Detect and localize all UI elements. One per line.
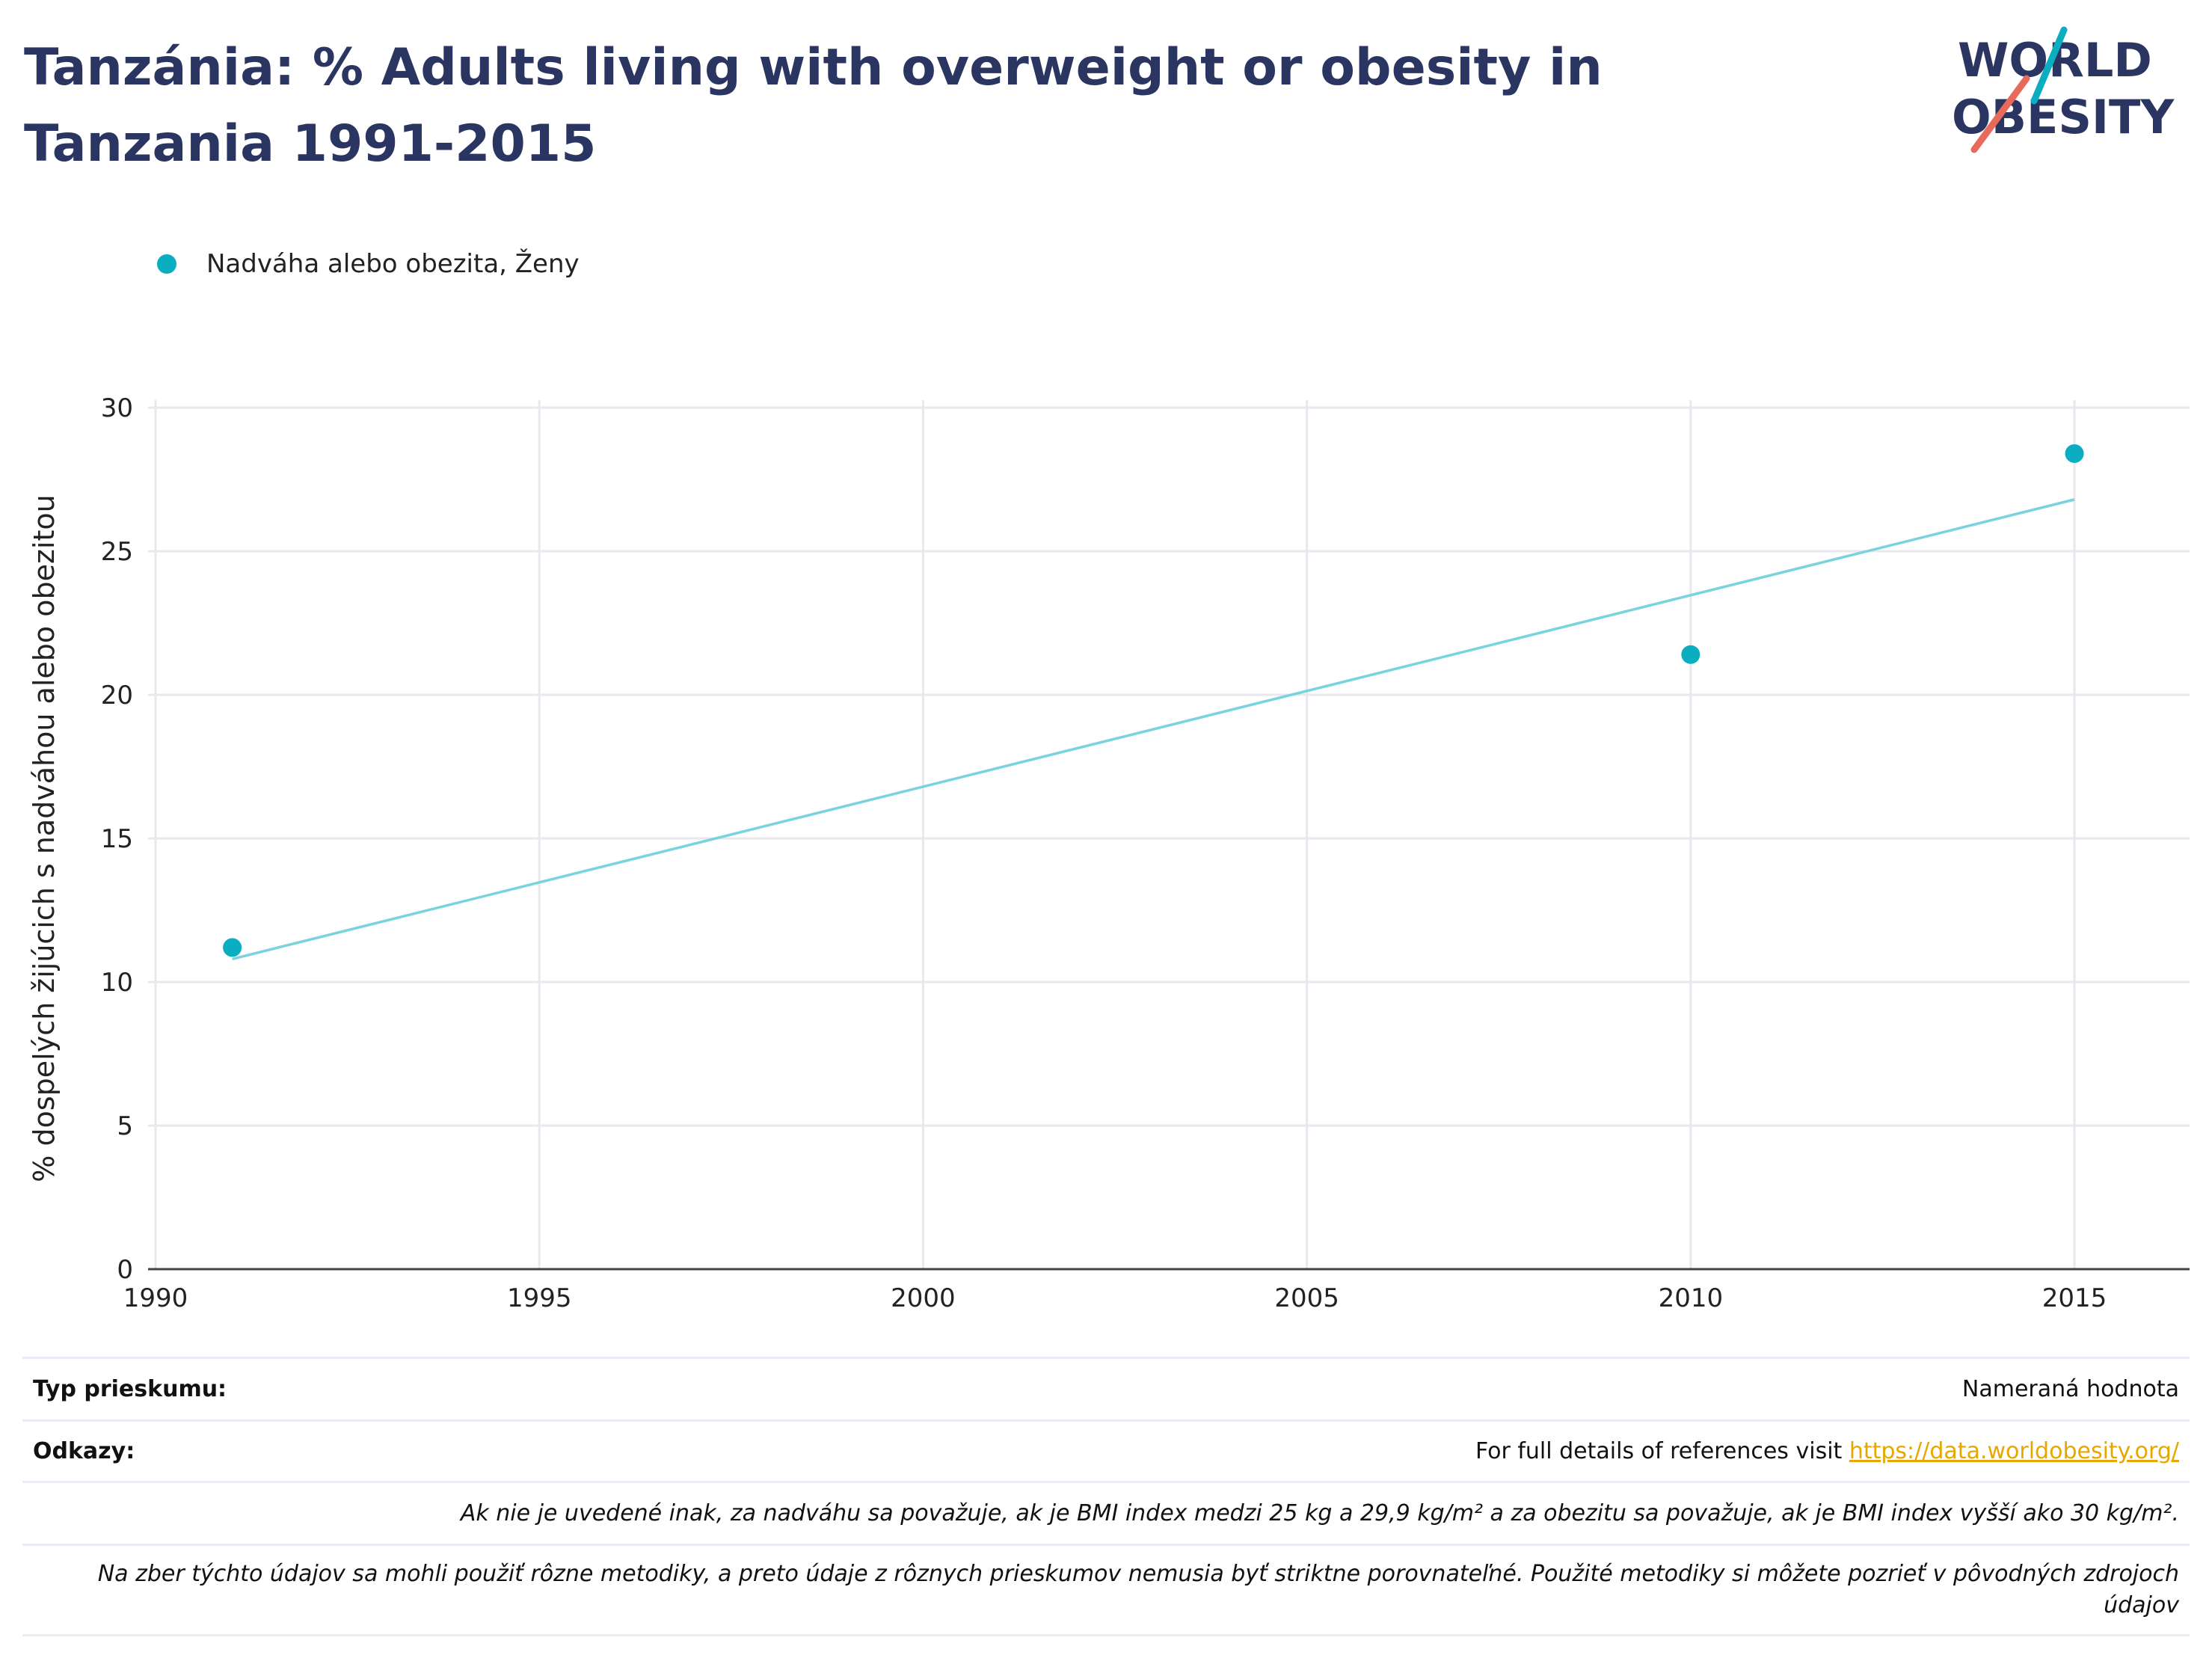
chart-legend[interactable]: Nadváha alebo obezita, Ženy bbox=[157, 245, 580, 283]
y-axis-title: % dospelých žijúcich s nadváhou alebo ob… bbox=[28, 494, 61, 1182]
logo-slash-red bbox=[1970, 75, 2030, 153]
x-tick-label: 2010 bbox=[1659, 1283, 1724, 1313]
y-tick-label: 5 bbox=[117, 1111, 133, 1141]
y-tick-label: 10 bbox=[101, 968, 133, 998]
x-tick-label: 2005 bbox=[1274, 1283, 1339, 1313]
data-point bbox=[1681, 645, 1701, 664]
survey-type-label: Typ prieskumu: bbox=[33, 1376, 227, 1402]
footer-row-survey-type: Typ prieskumu: Nameraná hodnota bbox=[22, 1357, 2190, 1419]
references-value: For full details of references visit htt… bbox=[1475, 1438, 2179, 1464]
x-tick-label: 1995 bbox=[507, 1283, 572, 1313]
x-tick-label: 2015 bbox=[2042, 1283, 2107, 1313]
bmi-definition-note: Ak nie je uvedené inak, za nadváhu sa po… bbox=[460, 1500, 2179, 1526]
references-link[interactable]: https://data.worldobesity.org/ bbox=[1849, 1438, 2179, 1464]
y-tick-label: 15 bbox=[101, 824, 133, 854]
logo-slash-teal bbox=[2030, 26, 2068, 105]
y-tick-label: 30 bbox=[101, 393, 133, 423]
y-tick-label: 25 bbox=[101, 537, 133, 567]
methodology-note: Na zber týchto údajov sa mohli použiť rô… bbox=[97, 1561, 2179, 1618]
footer-row-note-bmi: Ak nie je uvedené inak, za nadváhu sa po… bbox=[22, 1481, 2190, 1544]
data-point bbox=[2065, 443, 2084, 463]
x-tick-label: 2000 bbox=[891, 1283, 956, 1313]
footer-row-references: Odkazy: For full details of references v… bbox=[22, 1419, 2190, 1481]
y-tick-label: 20 bbox=[101, 681, 133, 710]
logo-word-obesity: OBESITY bbox=[1952, 90, 2175, 144]
y-tick-label: 0 bbox=[117, 1255, 133, 1285]
trend-line bbox=[232, 498, 2075, 960]
x-tick-label: 1990 bbox=[123, 1283, 188, 1313]
world-obesity-logo: WORLD OBESITY bbox=[1952, 26, 2175, 153]
data-point bbox=[223, 938, 242, 957]
references-label: Odkazy: bbox=[33, 1438, 135, 1464]
references-text: For full details of references visit bbox=[1475, 1438, 1849, 1464]
chart-title: Tanzánia: % Adults living with overweigh… bbox=[24, 38, 1603, 174]
logo-word-world: WORLD bbox=[1958, 33, 2152, 88]
legend-label: Nadváha alebo obezita, Ženy bbox=[206, 249, 580, 279]
footer-row-note-methodology: Na zber týchto údajov sa mohli použiť rô… bbox=[22, 1544, 2190, 1636]
legend-marker bbox=[157, 254, 176, 274]
chart-footer: Typ prieskumu: Nameraná hodnota Odkazy: … bbox=[22, 1357, 2190, 1636]
scatter-chart: 1990 1995 2000 2005 2010 2015 0 5 10 15 20 25 30 % do… bbox=[28, 393, 2190, 1313]
survey-type-value: Nameraná hodnota bbox=[1961, 1376, 2179, 1402]
